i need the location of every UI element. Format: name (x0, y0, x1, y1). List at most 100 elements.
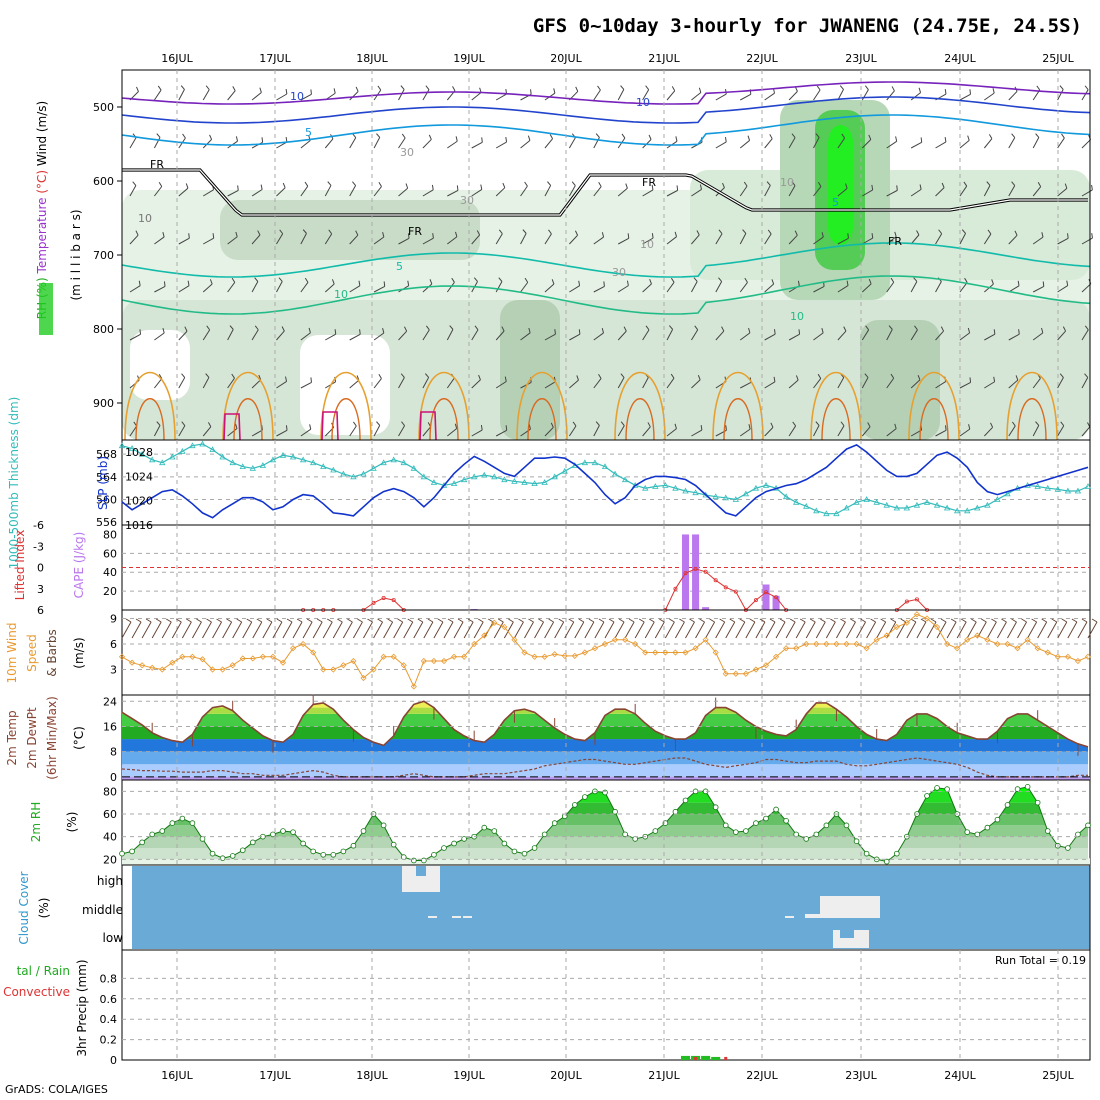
upper-wind-barb-flag (455, 231, 458, 237)
y-tick-label: 500 (93, 101, 114, 114)
rh-point (722, 822, 729, 829)
upper-wind-barb (373, 137, 381, 149)
upper-wind-barb-flag (865, 325, 870, 331)
wind10-barb (886, 621, 897, 639)
li-ylabel: Lifted Index (13, 530, 27, 601)
upper-wind-barb-flag (1035, 133, 1040, 138)
temp-contour-darkorange (429, 398, 459, 441)
upper-wind-barb (300, 428, 312, 437)
upper-wind-barb (447, 428, 458, 437)
thickness-point (189, 442, 196, 449)
upper-wind-barb (202, 89, 210, 101)
upper-wind-barb (788, 234, 798, 245)
thickness-point (501, 476, 508, 483)
upper-wind-barb (959, 93, 971, 101)
slp-tick-label: 1020 (125, 495, 153, 508)
upper-wind-barb-flag (528, 424, 531, 430)
upper-wind-barb-flag (549, 134, 554, 139)
wind10-barb-flag (699, 618, 705, 623)
wind10-barb-flag (880, 618, 886, 623)
upper-wind-barb (154, 378, 163, 389)
day-label-bottom: 22JUL (746, 1069, 778, 1082)
li-line (896, 598, 928, 611)
wind10-barb-flag (648, 618, 655, 623)
upper-wind-barb-flag (310, 377, 312, 383)
upper-wind-barb-flag (572, 421, 577, 427)
upper-wind-barb-flag (967, 135, 970, 141)
upper-wind-barb-flag (260, 184, 263, 190)
upper-wind-barb-flag (353, 421, 357, 427)
wind10-barb-flag (447, 618, 454, 623)
upper-wind-barb-flag (797, 280, 800, 286)
wind10-barb-flag (326, 618, 333, 623)
day-label-top: 22JUL (746, 52, 778, 65)
upper-wind-barb (153, 137, 161, 149)
upper-wind-barb (1032, 186, 1042, 197)
upper-wind-barb (276, 429, 288, 437)
wind10-speed-point (219, 666, 226, 673)
thickness-point (722, 494, 729, 501)
wind-frame (121, 609, 1091, 696)
wind10-speed-point (672, 649, 679, 656)
upper-wind-barb (324, 233, 333, 245)
upper-wind-barb-flag (257, 230, 261, 236)
upper-wind-barb (129, 425, 138, 437)
upper-wind-barb (251, 234, 261, 245)
upper-wind-barb-flag (871, 233, 874, 239)
rh-point (290, 829, 296, 835)
upper-wind-barb-flag (1036, 85, 1041, 91)
contour-label: 10 (138, 212, 152, 225)
upper-wind-barb-flag (285, 88, 288, 95)
cloud-block-middle (820, 896, 880, 918)
wind10-barb-flag (910, 618, 917, 623)
upper-wind-barb (935, 381, 946, 389)
contour-label: 10 (290, 90, 304, 103)
wind10-barb (997, 621, 1007, 639)
rh-point (229, 853, 236, 859)
upper-wind-barb-flag (401, 421, 405, 426)
thickness-point (621, 476, 629, 483)
day-label-top: 19JUL (453, 52, 485, 65)
rh-shade-mid (220, 200, 480, 260)
thickness-point (883, 501, 890, 508)
upper-wind-barb (983, 233, 992, 245)
upper-wind-barb-flag (498, 229, 503, 235)
upper-wind-barb (813, 285, 825, 293)
upper-wind-barb (569, 234, 578, 245)
upper-wind-barb-flag (547, 181, 552, 186)
upper-wind-barb (764, 92, 775, 101)
upper-wind-barb (959, 428, 971, 437)
day-label-bottom: 24JUL (944, 1069, 976, 1082)
upper-wind-barb (422, 237, 434, 245)
wind10-speed-point (752, 666, 760, 673)
upper-wind-barb-flag (309, 424, 312, 430)
thickness-point (964, 507, 971, 514)
upper-wind-barb (520, 140, 531, 149)
upper-wind-barb-flag (747, 135, 751, 141)
li-point (673, 586, 678, 591)
rh-point (682, 797, 689, 804)
wind10-barb-flag (135, 618, 142, 623)
upper-wind-barb (935, 429, 947, 437)
upper-wind-barb-flag (821, 232, 824, 238)
thickness-point (601, 463, 609, 470)
wind10-speed-point (712, 649, 719, 656)
wind10-speed-point (289, 645, 297, 652)
wind10-barb-flag (467, 618, 474, 623)
wind10-speed-point (843, 640, 850, 648)
upper-wind-barb (1057, 237, 1069, 245)
thickness-line (121, 443, 1089, 515)
upper-wind-barb-flag (404, 326, 408, 332)
upper-wind-barb-flag (938, 229, 943, 235)
contour-label: 10 (334, 288, 348, 301)
cloud-fragment (463, 916, 472, 918)
upper-wind-barb-flag (1062, 326, 1067, 332)
temp-contour-magenta (223, 413, 241, 441)
upper-wind-barb (886, 377, 895, 389)
upper-wind-barb (1008, 234, 1018, 245)
cloud-units: (%) (37, 898, 51, 919)
rh-point (753, 820, 759, 826)
thickness-point (581, 459, 589, 466)
thickness-point (239, 463, 246, 470)
rh-point (340, 848, 347, 855)
